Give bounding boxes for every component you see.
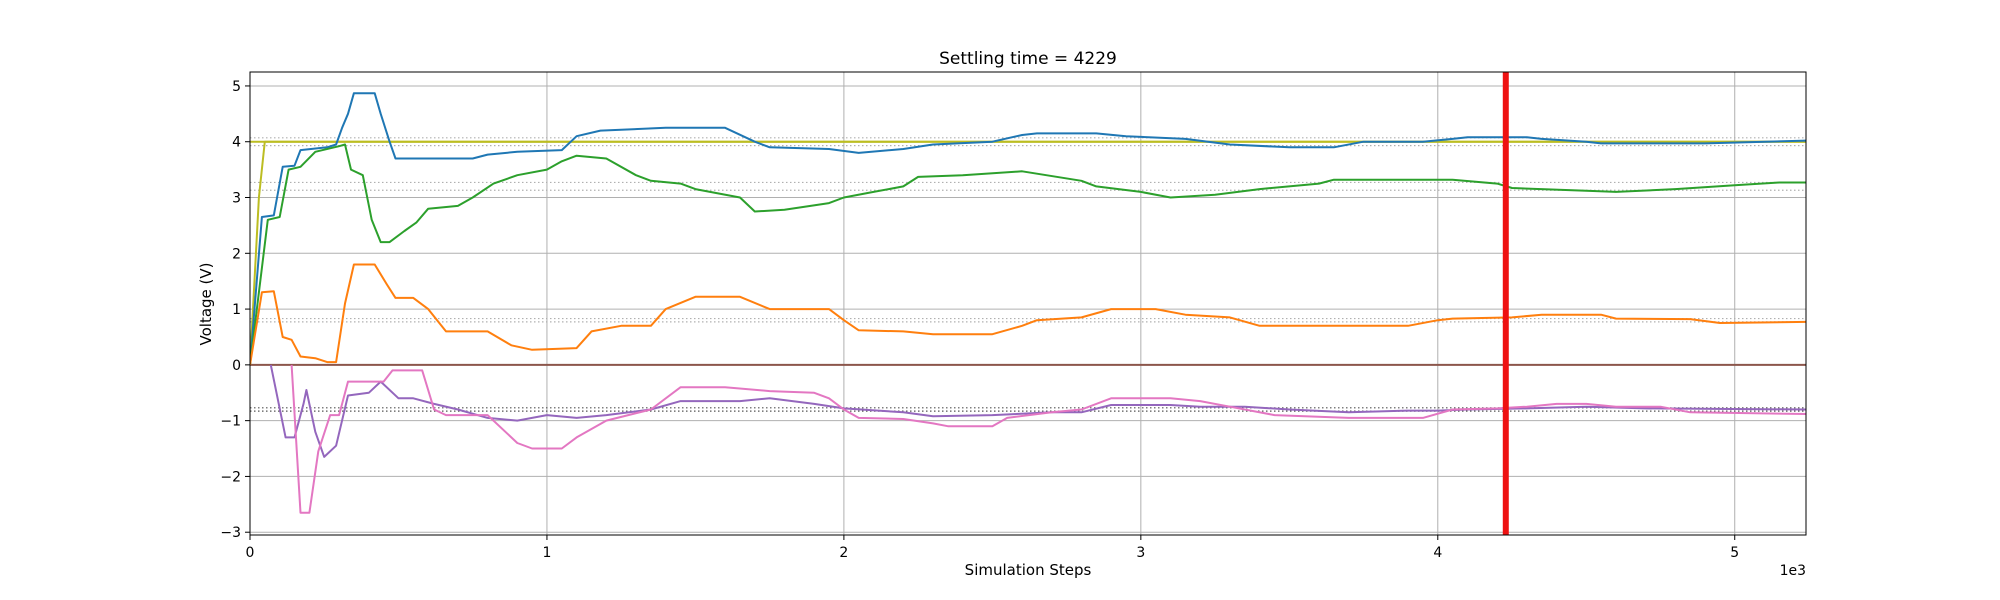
series-line-5 [269, 364, 1806, 458]
y-tick-label: −2 [220, 469, 241, 485]
y-axis-ticks: −3 −2 −1 0 1 2 3 4 5 [220, 79, 250, 541]
y-tick-label: −3 [220, 525, 241, 541]
x-tick-label: 3 [1136, 545, 1145, 561]
reference-lines [250, 137, 1806, 412]
x-tick-label: 2 [839, 545, 848, 561]
plot-frame [249, 71, 1807, 536]
x-axis-label: Simulation Steps [965, 561, 1092, 579]
y-tick-label: 3 [232, 191, 241, 207]
x-tick-label: 0 [246, 545, 255, 561]
series-layer [250, 92, 1806, 514]
x-axis-scale-label: 1e3 [1780, 563, 1806, 579]
y-tick-label: 0 [232, 358, 241, 374]
series-line-2 [250, 92, 1806, 365]
chart-title: Settling time = 4229 [939, 49, 1117, 69]
y-tick-label: 2 [232, 246, 241, 262]
y-tick-label: −1 [220, 414, 241, 430]
y-tick-label: 1 [232, 302, 241, 318]
y-tick-label: 5 [232, 79, 241, 95]
series-line-6 [290, 364, 1806, 514]
y-tick-label: 4 [232, 135, 241, 151]
series-line-1 [250, 140, 1806, 365]
x-tick-label: 1 [542, 545, 551, 561]
x-tick-label: 4 [1433, 545, 1442, 561]
y-axis-label: Voltage (V) [197, 263, 215, 346]
x-tick-label: 5 [1730, 545, 1739, 561]
series-line-3 [250, 143, 1806, 366]
series-line-4 [250, 263, 1806, 366]
x-axis-ticks: 0 1 2 3 4 5 [246, 535, 1739, 561]
